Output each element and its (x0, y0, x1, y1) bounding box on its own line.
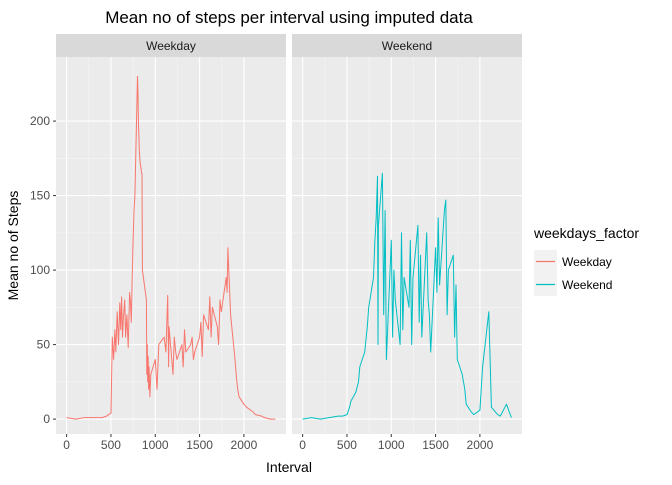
x-tick-label: 500 (337, 438, 357, 452)
facet-strip-label: Weekday (146, 39, 196, 53)
legend-label: Weekday (562, 255, 612, 269)
x-axis-title: Interval (266, 459, 312, 475)
y-tick-label: 100 (30, 263, 50, 277)
panel-weekend: Weekend 0 500 1000 1500 2000 (292, 34, 522, 452)
x-tick-label: 500 (101, 438, 121, 452)
series-line-weekend (302, 172, 512, 420)
legend-label: Weekend (562, 278, 612, 292)
x-tick-label: 1000 (378, 438, 405, 452)
facet-strip (292, 34, 522, 57)
chart-title: Mean no of steps per interval using impu… (105, 8, 473, 27)
y-tick-label: 0 (43, 412, 50, 426)
x-tick-label: 1500 (186, 438, 213, 452)
y-tick-label: 200 (30, 114, 50, 128)
y-axis-title: Mean no of Steps (5, 191, 21, 301)
panel-background (292, 57, 522, 434)
x-tick-label: 0 (299, 438, 306, 452)
x-tick-label: 1500 (422, 438, 449, 452)
panels: Weekday 0 500 1000 1500 2000 0 50 100 150 200 Weeke… (30, 34, 522, 452)
facet-strip (56, 34, 286, 57)
x-tick-label: 2000 (467, 438, 494, 452)
x-tick-label: 1000 (142, 438, 169, 452)
panel-weekday: Weekday 0 500 1000 1500 2000 0 50 100 150 200 (30, 34, 286, 452)
panel-background (56, 57, 286, 434)
series-line-weekday (66, 75, 276, 420)
y-tick-label: 50 (37, 338, 51, 352)
legend-title: weekdays_factor (533, 225, 639, 241)
x-tick-label: 2000 (231, 438, 258, 452)
y-tick-label: 150 (30, 189, 50, 203)
legend: weekdays_factor Weekday Weekend (533, 225, 639, 296)
facet-strip-label: Weekend (382, 39, 432, 53)
x-tick-label: 0 (63, 438, 70, 452)
